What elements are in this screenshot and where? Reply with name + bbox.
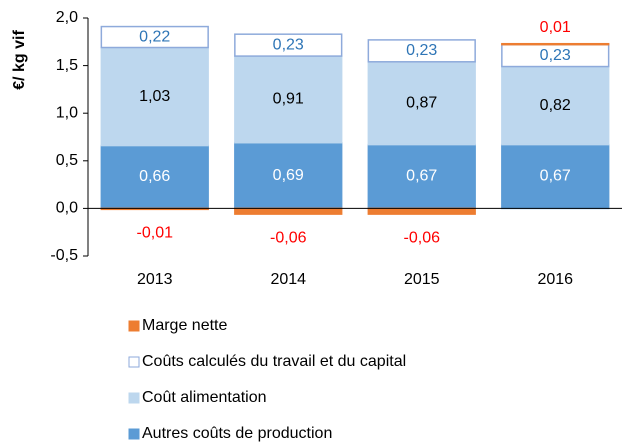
legend-swatch [128, 320, 140, 332]
value-label: 0,67 [406, 168, 437, 185]
value-label: -0,06 [270, 229, 307, 246]
value-label: 0,66 [139, 168, 170, 185]
bar-segment [100, 25, 209, 49]
y-axis-label: €/ kg vif [11, 30, 28, 90]
value-label: 0,23 [406, 42, 437, 59]
bar-segment [501, 42, 610, 46]
legend-swatch [128, 392, 140, 404]
legend-swatch [128, 428, 140, 440]
y-tick-label: -0,5 [50, 247, 78, 264]
legend-swatch [128, 356, 140, 368]
x-tick-label: 2014 [270, 271, 306, 288]
y-tick-label: 1,0 [56, 104, 78, 121]
x-tick-label: 2013 [137, 271, 173, 288]
value-label: 0,67 [540, 168, 571, 185]
y-tick-label: 1,5 [56, 57, 78, 74]
value-label: 0,23 [540, 47, 571, 64]
bar-segment [367, 39, 476, 63]
value-label: 0,01 [540, 19, 571, 36]
bar-segment [234, 55, 343, 144]
legend-label: Coût alimentation [142, 389, 267, 406]
bar-segment [234, 207, 343, 215]
value-label: 0,23 [273, 36, 304, 53]
legend-label: Autres coûts de production [142, 425, 332, 442]
x-tick-label: 2016 [537, 271, 573, 288]
bar-segment [234, 33, 343, 57]
y-tick-label: 0,0 [56, 200, 78, 217]
bar-segment [367, 143, 476, 210]
value-label: 0,69 [273, 167, 304, 184]
bar-segment [501, 65, 610, 146]
y-tick-label: 2,0 [56, 9, 78, 26]
x-tick-label: 2015 [404, 271, 440, 288]
value-label: 0,91 [273, 91, 304, 108]
y-tick-label: 0,5 [56, 152, 78, 169]
bar-segment [501, 143, 610, 210]
value-label: -0,01 [137, 225, 174, 242]
value-label: 0,82 [540, 97, 571, 114]
value-label: 0,87 [406, 94, 437, 111]
legend-label: Marge nette [142, 317, 227, 334]
value-label: -0,06 [404, 229, 441, 246]
bar-segment [367, 207, 476, 215]
value-label: 0,22 [139, 28, 170, 45]
bar-segment [367, 61, 476, 146]
value-label: 1,03 [139, 88, 170, 105]
legend-label: Coûts calculés du travail et du capital [142, 353, 406, 370]
bar-segment [100, 46, 209, 147]
